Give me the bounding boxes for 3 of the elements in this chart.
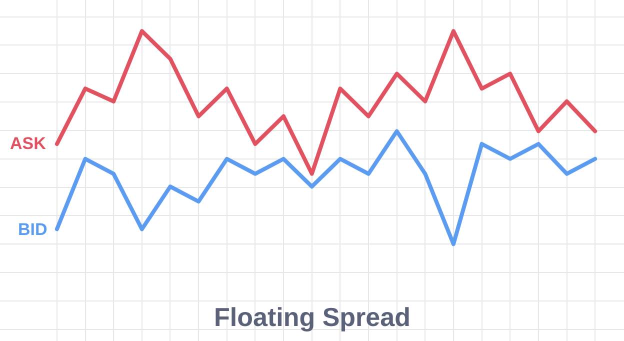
series-label: ASK (10, 134, 47, 153)
text: Floating Spread (214, 302, 410, 332)
series-label: BID (18, 220, 48, 239)
